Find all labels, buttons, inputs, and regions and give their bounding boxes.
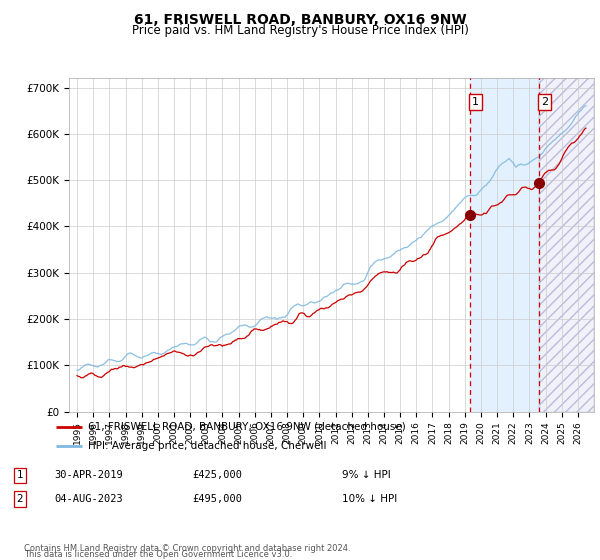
Text: 10% ↓ HPI: 10% ↓ HPI — [342, 494, 397, 504]
Text: 61, FRISWELL ROAD, BANBURY, OX16 9NW: 61, FRISWELL ROAD, BANBURY, OX16 9NW — [134, 13, 466, 27]
Text: 1: 1 — [16, 470, 23, 480]
Bar — [539, 78, 594, 412]
Text: 2: 2 — [541, 97, 548, 107]
Text: 2: 2 — [16, 494, 23, 504]
Text: Price paid vs. HM Land Registry's House Price Index (HPI): Price paid vs. HM Land Registry's House … — [131, 24, 469, 37]
Text: 04-AUG-2023: 04-AUG-2023 — [54, 494, 123, 504]
Text: £425,000: £425,000 — [192, 470, 242, 480]
Text: 30-APR-2019: 30-APR-2019 — [54, 470, 123, 480]
Text: HPI: Average price, detached house, Cherwell: HPI: Average price, detached house, Cher… — [88, 441, 326, 450]
Text: This data is licensed under the Open Government Licence v3.0.: This data is licensed under the Open Gov… — [24, 550, 292, 559]
Text: £495,000: £495,000 — [192, 494, 242, 504]
Text: 61, FRISWELL ROAD, BANBURY, OX16 9NW (detached house): 61, FRISWELL ROAD, BANBURY, OX16 9NW (de… — [88, 422, 406, 432]
Text: 9% ↓ HPI: 9% ↓ HPI — [342, 470, 391, 480]
Text: Contains HM Land Registry data © Crown copyright and database right 2024.: Contains HM Land Registry data © Crown c… — [24, 544, 350, 553]
Text: 1: 1 — [472, 97, 479, 107]
Bar — [470, 78, 539, 412]
Bar — [539, 78, 594, 412]
